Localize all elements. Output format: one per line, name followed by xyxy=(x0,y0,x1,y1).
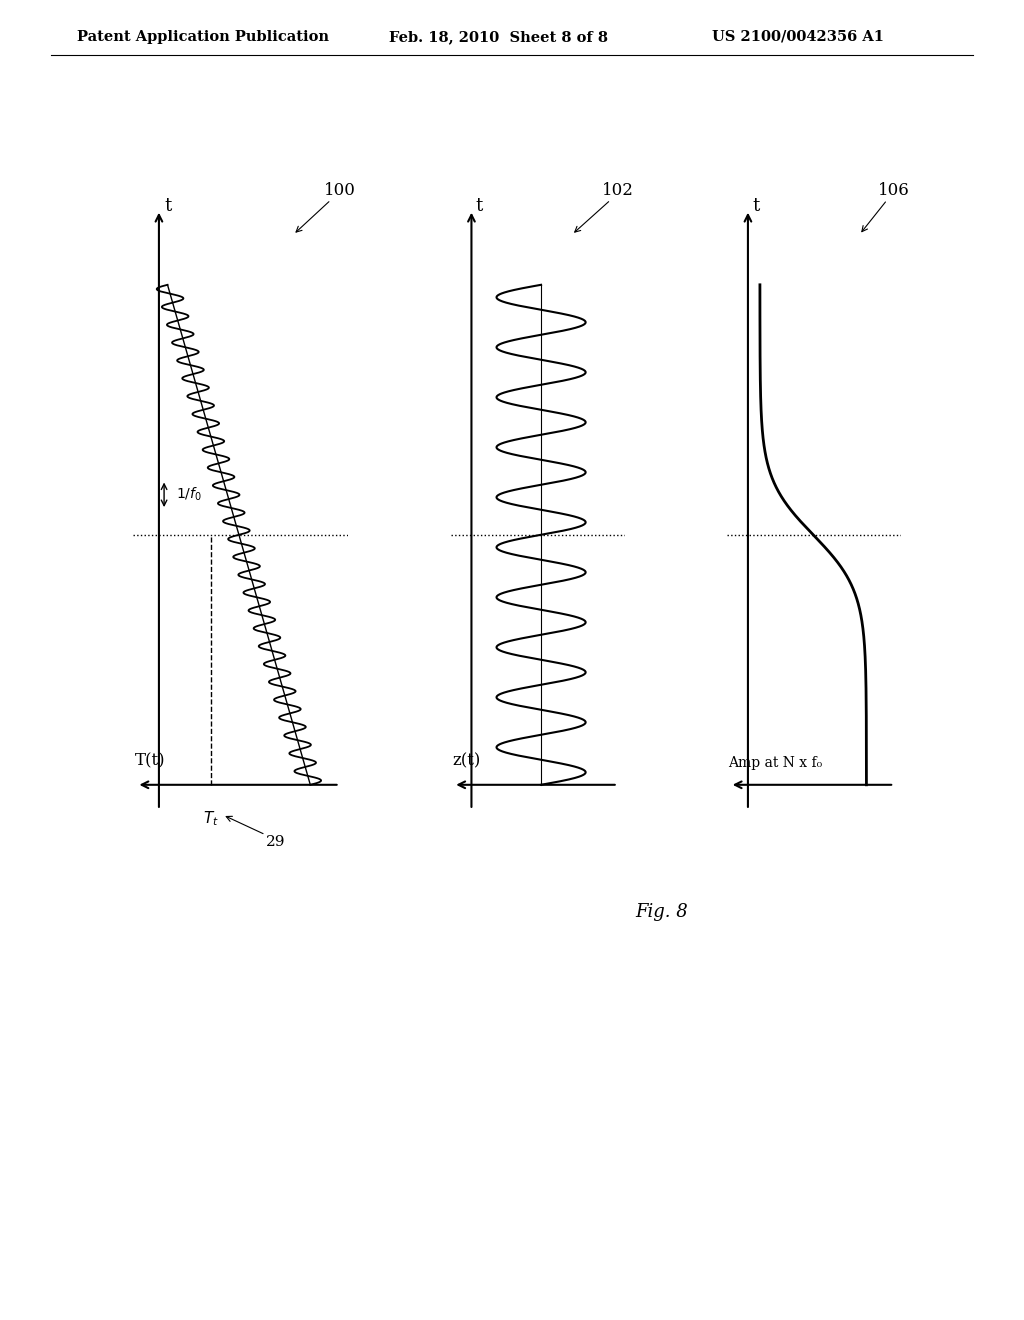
Text: $1/f_0$: $1/f_0$ xyxy=(176,486,202,503)
Text: z(t): z(t) xyxy=(452,752,480,770)
Text: T(t): T(t) xyxy=(135,752,166,770)
Text: $T_t$: $T_t$ xyxy=(203,809,218,829)
Text: t: t xyxy=(475,197,483,215)
Text: Patent Application Publication: Patent Application Publication xyxy=(77,30,329,44)
Text: Fig. 8: Fig. 8 xyxy=(635,903,688,921)
Text: Feb. 18, 2010  Sheet 8 of 8: Feb. 18, 2010 Sheet 8 of 8 xyxy=(389,30,608,44)
Text: 29: 29 xyxy=(266,834,286,849)
Text: Amp at N x f₀: Amp at N x f₀ xyxy=(728,756,822,770)
Text: t: t xyxy=(752,197,760,215)
Text: US 2100/0042356 A1: US 2100/0042356 A1 xyxy=(712,30,884,44)
Text: 106: 106 xyxy=(879,182,910,199)
Text: 100: 100 xyxy=(324,182,355,199)
Text: t: t xyxy=(164,197,171,215)
Text: 102: 102 xyxy=(602,182,634,199)
